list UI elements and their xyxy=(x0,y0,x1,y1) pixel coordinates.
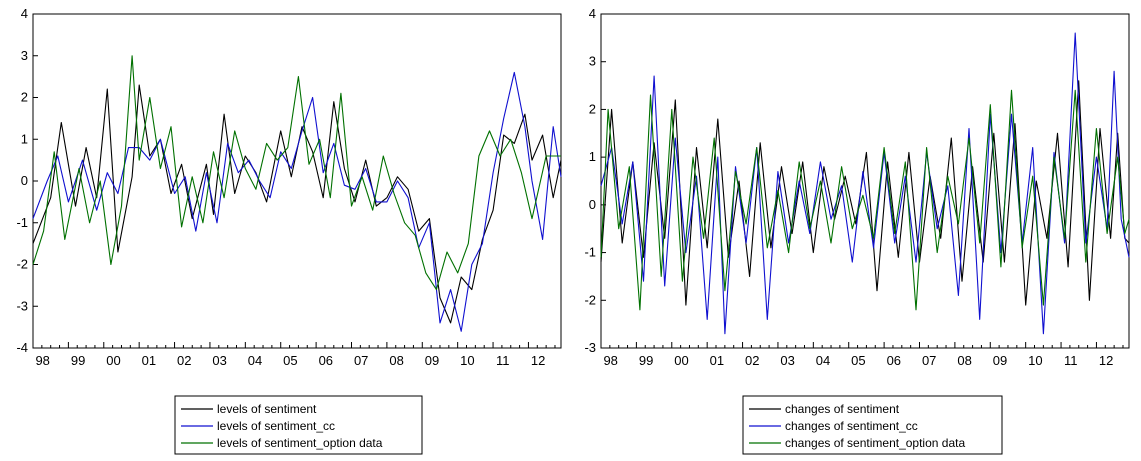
levels-series-lines xyxy=(32,55,562,332)
levels-series-line-1 xyxy=(32,71,562,332)
levels-y-tick-label: -3 xyxy=(16,298,28,313)
changes-y-tick-label: -3 xyxy=(584,340,596,355)
changes-y-tick-label: 4 xyxy=(589,6,596,21)
levels-x-tick-label: 01 xyxy=(142,353,156,368)
levels-x-tick-label: 98 xyxy=(35,353,49,368)
changes-x-tick-label: 99 xyxy=(639,353,653,368)
levels-x-tick-label: 07 xyxy=(354,353,368,368)
levels-y-tick-label: 2 xyxy=(21,90,28,105)
changes-x-tick-label: 08 xyxy=(957,353,971,368)
changes-x-tick-label: 00 xyxy=(674,353,688,368)
changes-legend-box xyxy=(742,395,1003,455)
levels-y-tick-label: -4 xyxy=(16,340,28,355)
changes-y-tick-label: -2 xyxy=(584,292,596,307)
changes-x-tick-label: 10 xyxy=(1028,353,1042,368)
changes-series-line-1 xyxy=(600,32,1130,335)
changes-x-tick-label: 02 xyxy=(745,353,759,368)
levels-x-tick-label: 09 xyxy=(425,353,439,368)
changes-x-tick-label: 11 xyxy=(1064,353,1078,368)
legend-label-changes-sentiment-option: changes of sentiment_option data xyxy=(785,436,965,450)
legend-label-levels-sentiment-option: levels of sentiment_option data xyxy=(217,436,383,450)
levels-y-axis: -4 -3 -2 -1 0 1 2 3 4 xyxy=(16,6,38,355)
levels-y-tick-label: 3 xyxy=(21,48,28,63)
levels-x-tick-label: 02 xyxy=(177,353,191,368)
legend-label-levels-sentiment: levels of sentiment xyxy=(217,402,317,416)
changes-y-axis: -3 -2 -1 0 1 2 3 4 xyxy=(584,6,606,355)
changes-series-lines xyxy=(600,32,1130,335)
changes-x-tick-label: 06 xyxy=(887,353,901,368)
levels-x-tick-label: 12 xyxy=(531,353,545,368)
changes-x-tick-label: 03 xyxy=(780,353,794,368)
changes-x-tick-label: 12 xyxy=(1099,353,1113,368)
changes-y-tick-label: 2 xyxy=(589,101,596,116)
levels-x-tick-label: 03 xyxy=(212,353,226,368)
levels-series-line-2 xyxy=(32,55,561,291)
levels-x-tick-label: 06 xyxy=(319,353,333,368)
changes-legend: changes of sentiment changes of sentimen… xyxy=(742,395,1003,455)
levels-x-tick-label: 08 xyxy=(389,353,403,368)
levels-legend: levels of sentiment levels of sentiment_… xyxy=(174,395,423,455)
levels-legend-box xyxy=(174,395,423,455)
changes-y-tick-label: 3 xyxy=(589,54,596,69)
levels-y-tick-label: -1 xyxy=(16,215,28,230)
levels-x-axis: 98 99 00 01 02 03 04 05 06 07 08 09 10 11 12 xyxy=(32,342,556,368)
changes-series-line-2 xyxy=(600,89,1130,311)
changes-x-tick-label: 01 xyxy=(710,353,724,368)
levels-x-tick-label: 10 xyxy=(460,353,474,368)
changes-x-tick-label: 05 xyxy=(851,353,865,368)
levels-x-tick-label: 99 xyxy=(71,353,85,368)
changes-x-tick-label: 04 xyxy=(816,353,830,368)
changes-x-axis: 98 99 00 01 02 03 04 05 06 07 08 09 10 11 12 xyxy=(600,342,1124,368)
changes-y-tick-label: -1 xyxy=(584,245,596,260)
levels-y-tick-label: 1 xyxy=(21,131,28,146)
levels-x-tick-label: 05 xyxy=(283,353,297,368)
changes-x-tick-label: 07 xyxy=(922,353,936,368)
levels-x-tick-label: 00 xyxy=(106,353,120,368)
changes-y-tick-label: 1 xyxy=(589,149,596,164)
legend-label-changes-sentiment-cc: changes of sentiment_cc xyxy=(785,419,918,433)
changes-plot-frame xyxy=(600,13,1130,349)
changes-x-tick-label: 98 xyxy=(603,353,617,368)
levels-x-tick-label: 04 xyxy=(248,353,262,368)
changes-x-tick-label: 09 xyxy=(993,353,1007,368)
legend-label-levels-sentiment-cc: levels of sentiment_cc xyxy=(217,419,335,433)
changes-y-tick-label: 0 xyxy=(589,197,596,212)
levels-y-tick-label: -2 xyxy=(16,257,28,272)
levels-y-tick-label: 4 xyxy=(21,6,28,21)
legend-label-changes-sentiment: changes of sentiment xyxy=(785,402,900,416)
levels-x-tick-label: 11 xyxy=(496,353,510,368)
levels-y-tick-label: 0 xyxy=(21,173,28,188)
